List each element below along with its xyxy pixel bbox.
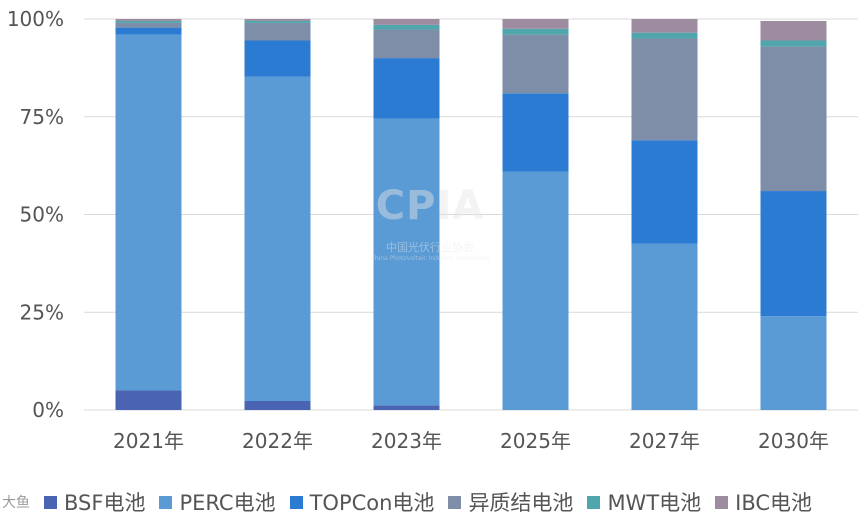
bar-segment xyxy=(244,20,311,23)
legend-swatch xyxy=(715,495,729,509)
x-tick-label: 2027年 xyxy=(629,429,700,453)
legend-swatch xyxy=(289,495,303,509)
legend-label: TOPCon电池 xyxy=(309,491,435,515)
bar-segment xyxy=(373,58,440,119)
y-tick-label: 100% xyxy=(7,7,64,31)
bar-segment xyxy=(115,22,182,28)
legend-swatch xyxy=(448,495,462,509)
bar-segment xyxy=(244,22,311,41)
y-tick-label: 25% xyxy=(20,300,64,324)
bar-segment xyxy=(244,19,311,21)
legend-item: IBC电池 xyxy=(715,487,812,517)
y-axis-ticks: 0% 25% 50% 75% 100% xyxy=(7,7,64,422)
bar-segment xyxy=(115,19,182,21)
y-tick-label: 0% xyxy=(32,398,64,422)
legend-label: MWT电池 xyxy=(607,491,702,515)
y-tick-label: 75% xyxy=(20,105,64,129)
gridlines xyxy=(84,18,858,411)
bar-segment xyxy=(373,24,440,30)
legend-label: BSF电池 xyxy=(64,491,146,515)
legend-label: 异质结电池 xyxy=(468,491,574,515)
bar-segment xyxy=(373,19,440,25)
bar-segment xyxy=(760,191,827,317)
x-tick-label: 2030年 xyxy=(758,429,829,453)
bar-segment xyxy=(115,390,182,410)
bar-segment xyxy=(244,40,311,77)
x-tick-label: 2023年 xyxy=(371,429,442,453)
x-tick-label: 2022年 xyxy=(242,429,313,453)
bar-segment xyxy=(502,34,569,94)
bar-segment xyxy=(373,29,440,59)
y-tick-label: 50% xyxy=(20,203,64,227)
bar-segment xyxy=(115,20,182,23)
corner-mark: 大鱼 xyxy=(2,495,30,511)
x-axis-ticks: 2021年 2022年 2023年 2025年 2027年 2030年 xyxy=(113,429,829,453)
bar-segment xyxy=(244,401,311,410)
legend-swatch xyxy=(44,495,57,509)
legend-item: MWT电池 xyxy=(587,487,701,517)
bar-segment xyxy=(502,93,569,172)
legend-swatch xyxy=(159,495,173,509)
bar-segment xyxy=(502,19,569,29)
bar-segment xyxy=(760,46,827,192)
chart: 0% 25% 50% 75% 100% 2021年 2022年 2023年 2025年 2027… xyxy=(7,7,858,453)
legend-item: PERC电池 xyxy=(159,487,276,517)
bars xyxy=(115,19,827,410)
bar-segment xyxy=(760,20,827,41)
legend-item: TOPCon电池 xyxy=(289,487,435,517)
bar-segment xyxy=(631,19,698,33)
bar-segment xyxy=(115,27,182,35)
legend-item: BSF电池 xyxy=(44,487,145,517)
bar-segment xyxy=(631,140,698,244)
bar-segment xyxy=(373,118,440,406)
bar-segment xyxy=(631,32,698,39)
bar-segment xyxy=(760,316,827,410)
legend-label: IBC电池 xyxy=(735,491,813,515)
bar-segment xyxy=(631,243,698,410)
legend-item: 异质结电池 xyxy=(448,487,573,517)
bar-segment xyxy=(115,34,182,391)
bar-segment xyxy=(760,40,827,47)
x-tick-label: 2025年 xyxy=(500,429,571,453)
x-tick-label: 2021年 xyxy=(113,429,184,453)
legend: BSF电池 PERC电池 TOPCon电池 异质结电池 MWT电池 IBC电池 xyxy=(44,486,812,518)
legend-swatch xyxy=(587,495,601,509)
legend-label: PERC电池 xyxy=(179,491,276,515)
bar-segment xyxy=(373,405,440,410)
bar-segment xyxy=(631,38,698,141)
bar-segment xyxy=(244,76,311,402)
bar-segment xyxy=(502,28,569,35)
bar-segment xyxy=(502,171,569,410)
